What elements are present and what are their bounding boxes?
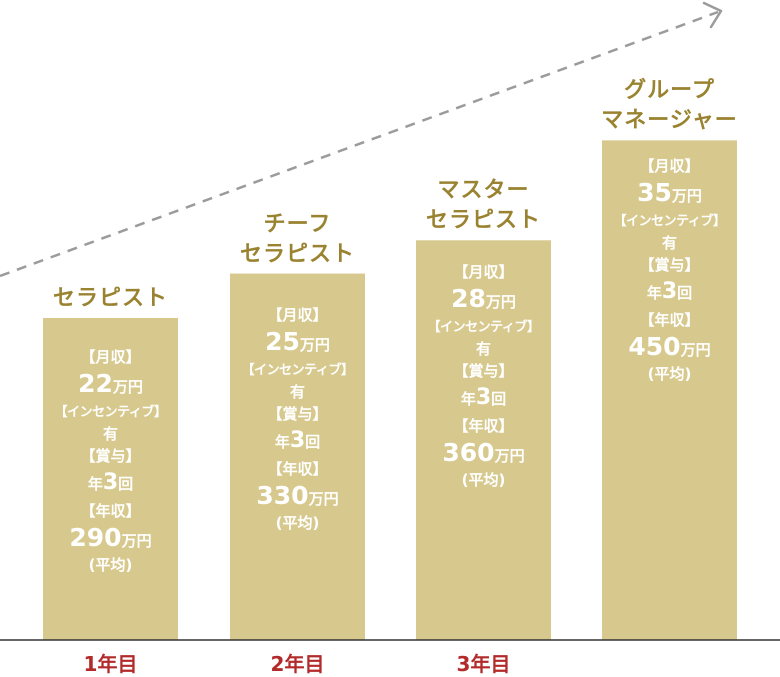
incentive-label: 【インセンティブ】 <box>241 363 354 378</box>
trend-arrow-line <box>0 10 719 278</box>
incentive-value: 有 <box>289 383 305 401</box>
monthly-salary: 28万円 <box>416 283 551 318</box>
annual-label: 【年収】 <box>80 502 141 520</box>
monthly-value: 25 <box>265 327 300 356</box>
bar-title-line: チーフ <box>263 211 332 237</box>
category-label: 3年目 <box>456 652 511 676</box>
annual-unit: 万円 <box>121 532 152 550</box>
incentive-value: 有 <box>475 340 491 358</box>
bar-title-line: グループ <box>624 78 715 104</box>
bonus-prefix: 年 <box>87 475 103 493</box>
monthly-value: 28 <box>451 284 486 313</box>
bar-text: 【月収】 25万円 【インセンティブ】有【賞与】 年3回 【年収】 330万円 (平均) <box>230 304 365 531</box>
bonus: 年3回 <box>416 382 551 415</box>
category-label: 1年目 <box>83 652 138 676</box>
bonus: 年3回 <box>43 467 178 500</box>
annual-unit: 万円 <box>494 447 525 465</box>
bar-title-line: マネージャー <box>601 108 738 134</box>
monthly-label: 【月収】 <box>267 306 328 324</box>
annual-unit: 万円 <box>680 341 711 359</box>
bonus-label: 【賞与】 <box>267 405 328 423</box>
annual-note: (平均) <box>88 556 133 574</box>
bonus: 年3回 <box>602 276 737 309</box>
annual-salary: 330万円 <box>230 480 365 515</box>
annual-salary: 360万円 <box>416 437 551 472</box>
bar-title: マスター セラピスト <box>406 176 561 236</box>
incentive-label: 【インセンティブ】 <box>613 214 726 229</box>
annual-salary: 290万円 <box>43 522 178 557</box>
bar-title: チーフ セラピスト <box>220 210 375 270</box>
annual-label: 【年収】 <box>639 311 700 329</box>
monthly-salary: 35万円 <box>602 177 737 212</box>
monthly-unit: 万円 <box>485 293 516 311</box>
monthly-unit: 万円 <box>671 187 702 205</box>
annual-note: (平均) <box>461 471 506 489</box>
annual-label: 【年収】 <box>267 460 328 478</box>
bonus-count: 3 <box>102 470 119 495</box>
bar-title: グループマネージャー <box>592 76 747 136</box>
bonus-suffix: 回 <box>118 475 134 493</box>
bonus-prefix: 年 <box>460 390 476 408</box>
bar <box>230 273 365 640</box>
bonus-prefix: 年 <box>646 284 662 302</box>
bar-title-line: マスター <box>437 178 530 204</box>
category-label: 2年目 <box>270 652 325 676</box>
incentive-value: 有 <box>102 425 118 443</box>
monthly-unit: 万円 <box>112 378 143 396</box>
monthly-value: 35 <box>637 178 672 207</box>
bar <box>602 140 737 640</box>
annual-note: (平均) <box>275 514 320 532</box>
bar-text: 【月収】 28万円 【インセンティブ】有【賞与】 年3回 【年収】 360万円 (平均) <box>416 261 551 488</box>
bar-text: 【月収】 35万円 【インセンティブ】有【賞与】 年3回 【年収】 450万円 (平均) <box>602 155 737 382</box>
bonus-count: 3 <box>289 428 306 453</box>
incentive-label: 【インセンティブ】 <box>54 405 167 420</box>
bar-text: 【月収】 22万円 【インセンティブ】有【賞与】 年3回 【年収】 290万円 (平均) <box>43 346 178 573</box>
incentive-value: 有 <box>661 234 677 252</box>
annual-value: 290 <box>69 523 122 552</box>
monthly-unit: 万円 <box>299 336 330 354</box>
annual-label: 【年収】 <box>453 417 514 435</box>
bar-title-line: セラピスト <box>239 241 355 267</box>
monthly-salary: 22万円 <box>43 368 178 403</box>
monthly-value: 22 <box>78 369 113 398</box>
annual-unit: 万円 <box>308 490 339 508</box>
annual-salary: 450万円 <box>602 331 737 366</box>
trend-arrow-head <box>702 1 723 29</box>
bonus-count: 3 <box>475 385 492 410</box>
bonus-count: 3 <box>661 279 678 304</box>
bars-layer <box>43 140 737 640</box>
monthly-label: 【月収】 <box>80 348 141 366</box>
monthly-label: 【月収】 <box>639 157 700 175</box>
bonus-prefix: 年 <box>274 433 290 451</box>
annual-value: 330 <box>256 481 309 510</box>
monthly-salary: 25万円 <box>230 326 365 361</box>
bonus-label: 【賞与】 <box>80 447 141 465</box>
bonus-suffix: 回 <box>491 390 507 408</box>
bonus: 年3回 <box>230 425 365 458</box>
bonus-label: 【賞与】 <box>453 362 514 380</box>
bonus-label: 【賞与】 <box>639 256 700 274</box>
annual-value: 360 <box>442 438 495 467</box>
annual-value: 450 <box>628 332 681 361</box>
bonus-suffix: 回 <box>305 433 321 451</box>
bar-title-line: セラピスト <box>425 208 541 234</box>
bonus-suffix: 回 <box>677 284 693 302</box>
bar <box>416 240 551 640</box>
annual-note: (平均) <box>647 365 692 383</box>
monthly-label: 【月収】 <box>453 263 514 281</box>
incentive-label: 【インセンティブ】 <box>427 320 540 335</box>
bar-title-line: セラピスト <box>52 286 168 311</box>
bar <box>43 318 178 640</box>
bar-title: セラピスト <box>33 284 188 314</box>
